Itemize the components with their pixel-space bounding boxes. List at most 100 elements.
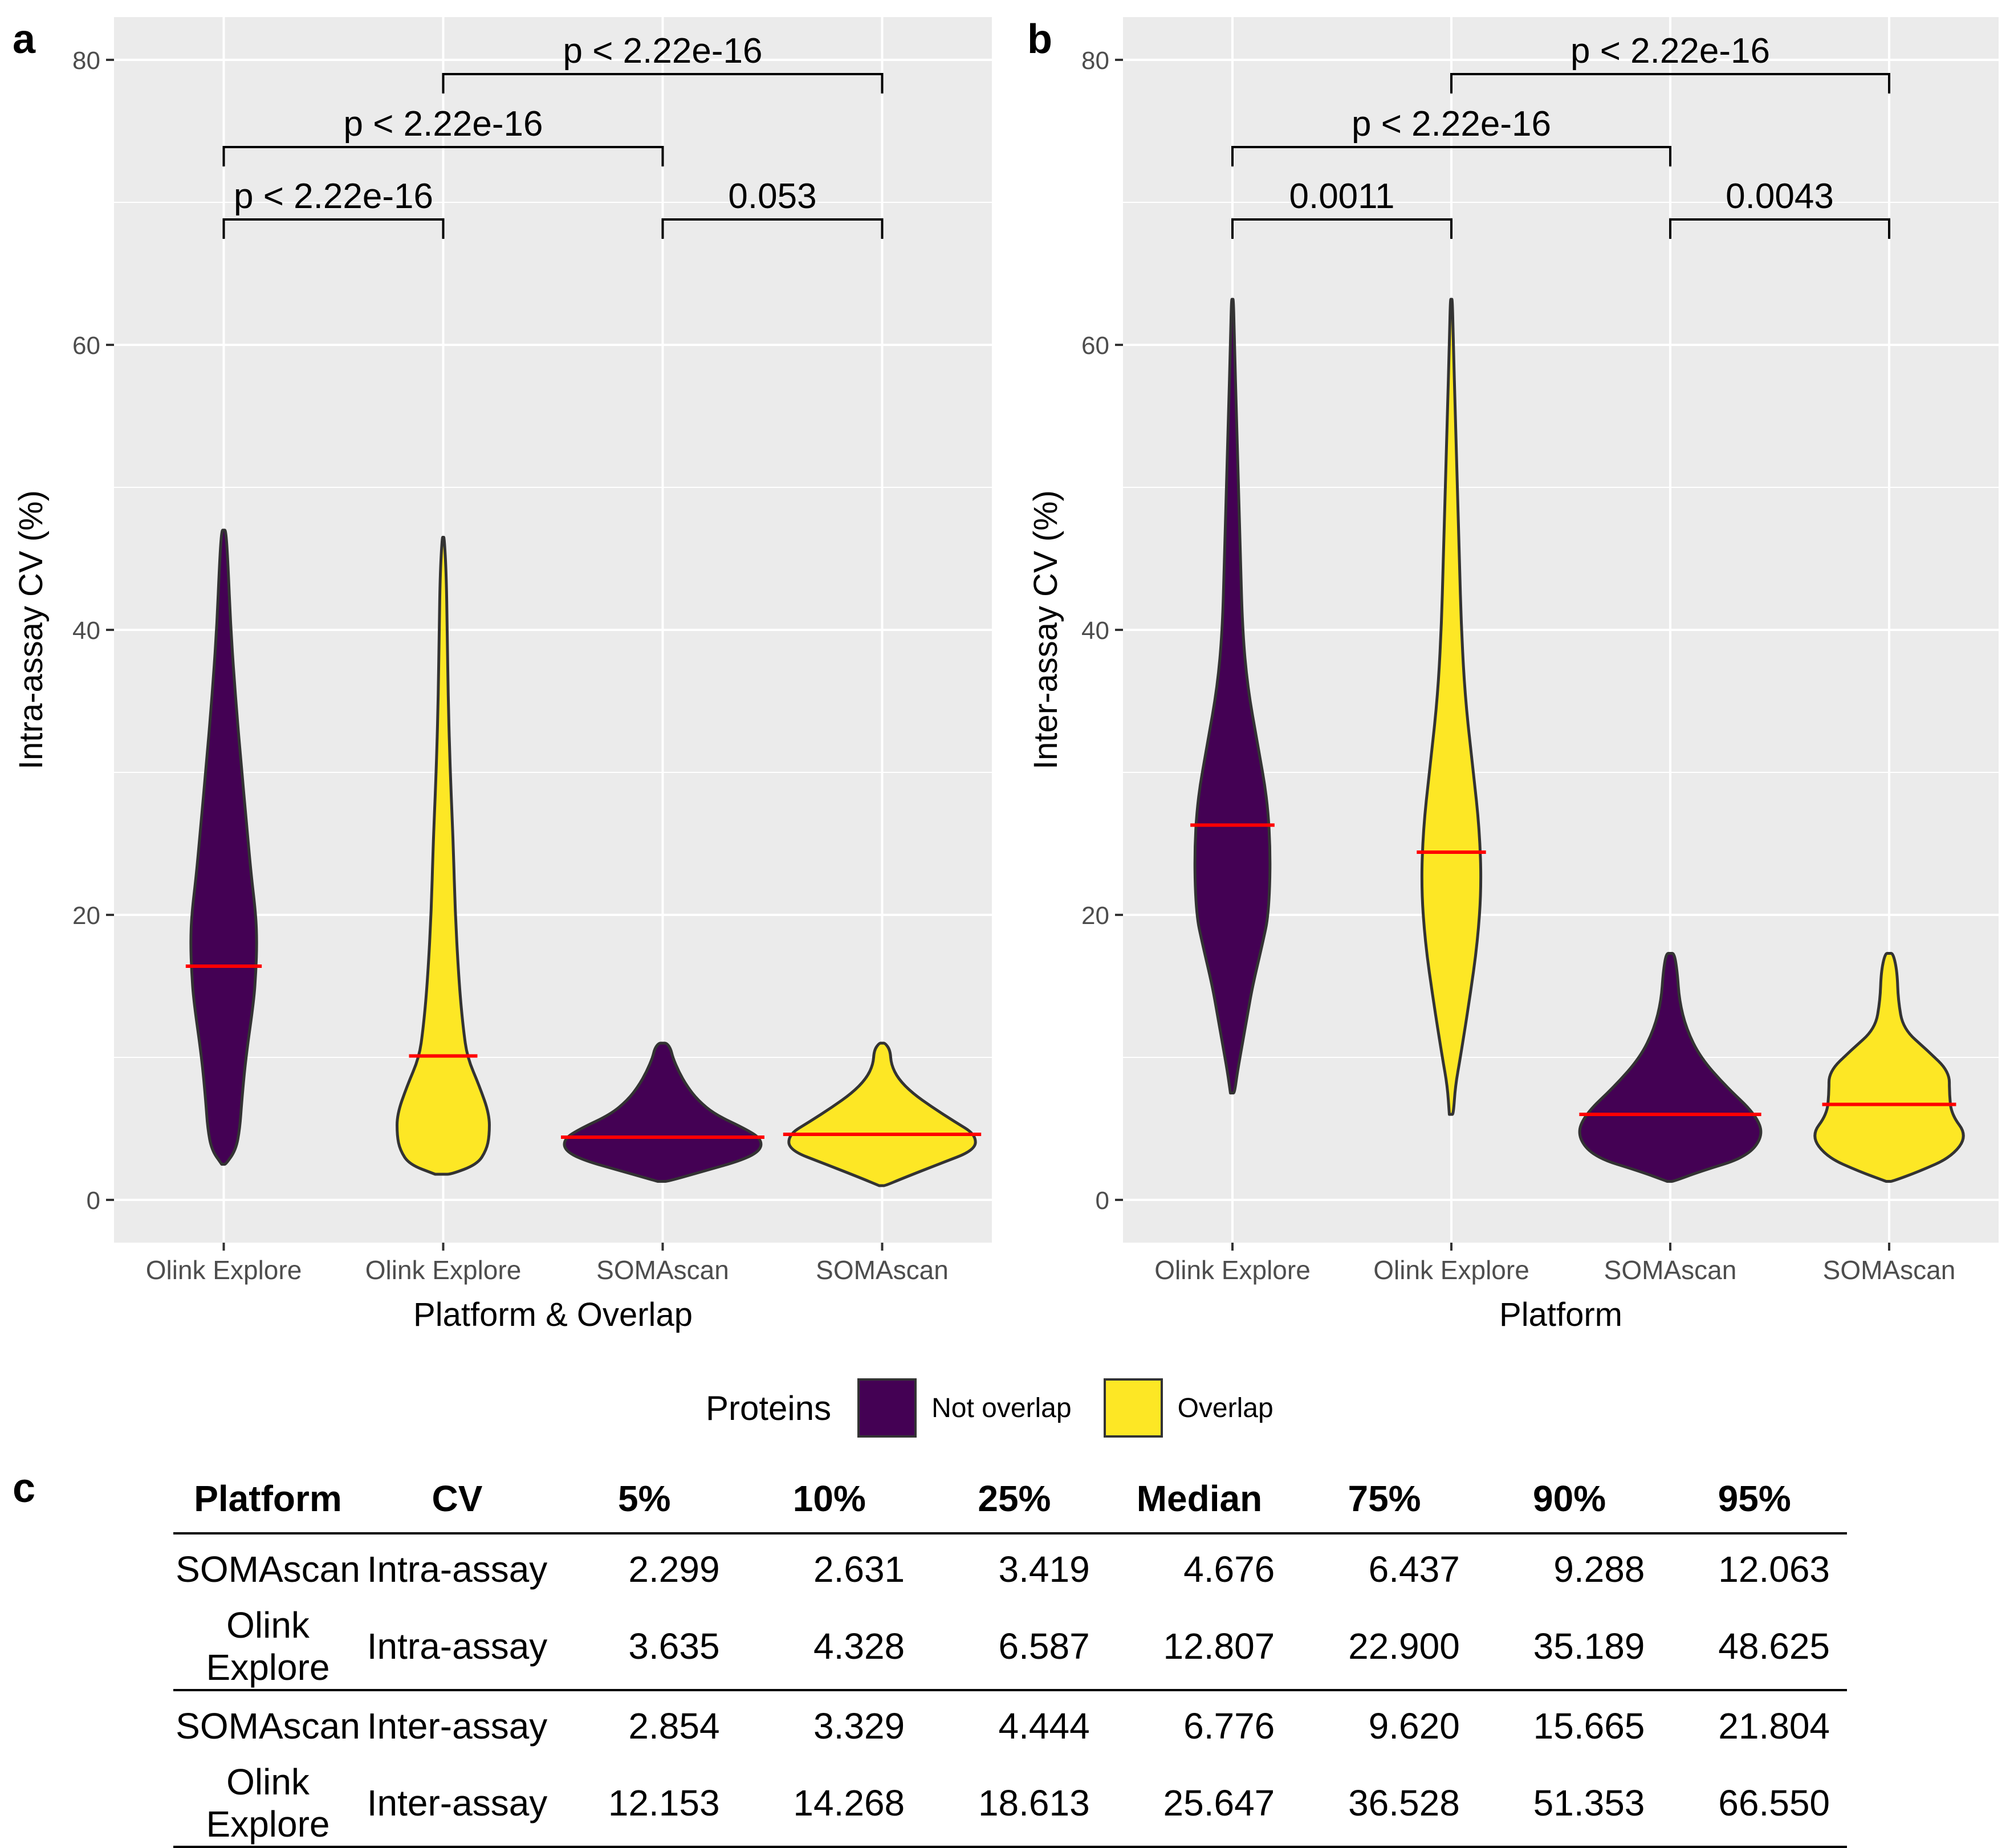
violin-overlap bbox=[787, 1041, 977, 1187]
panel-a-label: a bbox=[13, 17, 36, 62]
violin-overlap bbox=[1420, 298, 1483, 1116]
y-tick-label: 60 bbox=[72, 332, 100, 360]
cell-value: 36.528 bbox=[1348, 1782, 1460, 1823]
panel-c-label: c bbox=[13, 1466, 36, 1511]
cell-value: 6.587 bbox=[998, 1626, 1090, 1667]
cell-value: 22.900 bbox=[1348, 1626, 1460, 1667]
p-value-label: p < 2.22e-16 bbox=[1570, 31, 1770, 71]
x-tick-label: SOMAscan bbox=[816, 1255, 949, 1285]
y-tick-label: 60 bbox=[1081, 332, 1109, 360]
y-tick-label: 40 bbox=[1081, 617, 1109, 645]
cell-platform: Olink Explore bbox=[206, 1605, 330, 1688]
cell-value: 3.635 bbox=[628, 1626, 720, 1667]
header-p25: 25% bbox=[978, 1478, 1051, 1519]
cell-value: 2.299 bbox=[628, 1548, 720, 1590]
violin-overlap bbox=[396, 536, 491, 1176]
panel-b-label: b bbox=[1027, 17, 1052, 62]
x-tick-label: Olink Explore bbox=[365, 1255, 522, 1285]
cell-value: 12.153 bbox=[608, 1782, 720, 1823]
cell-value: 3.329 bbox=[813, 1705, 905, 1747]
y-axis-title: Inter-assay CV (%) bbox=[1027, 490, 1064, 770]
header-p5: 5% bbox=[618, 1478, 671, 1519]
cell-value: 15.665 bbox=[1533, 1705, 1645, 1747]
y-tick-label: 0 bbox=[1096, 1187, 1109, 1215]
legend-title: Proteins bbox=[706, 1389, 832, 1427]
cell-value: 51.353 bbox=[1533, 1782, 1645, 1823]
header-p95: 95% bbox=[1718, 1478, 1791, 1519]
cell-cv: Intra-assay bbox=[367, 1626, 548, 1667]
table-row: SOMAscan Inter-assay 2.854 3.329 4.444 6… bbox=[173, 1690, 1847, 1760]
legend-key-not-overlap bbox=[857, 1378, 917, 1438]
cell-value: 25.647 bbox=[1163, 1782, 1275, 1823]
cell-cv: Inter-assay bbox=[367, 1782, 548, 1823]
violin-not-overlap bbox=[1193, 298, 1272, 1094]
cell-value: 9.288 bbox=[1553, 1548, 1645, 1590]
header-median: Median bbox=[1136, 1478, 1263, 1519]
x-tick-label: SOMAscan bbox=[596, 1255, 729, 1285]
y-tick-label: 20 bbox=[1081, 902, 1109, 930]
x-tick-label: Olink Explore bbox=[1154, 1255, 1311, 1285]
cell-platform: SOMAscan bbox=[176, 1548, 360, 1590]
violin-chart-inter-assay: 0 20 40 60 80 Olink Explore Olink Explore SOMAs… bbox=[1027, 17, 1999, 1333]
legend-key-overlap bbox=[1103, 1378, 1163, 1438]
violin-not-overlap bbox=[1578, 952, 1763, 1183]
cell-platform: SOMAscan bbox=[176, 1705, 360, 1747]
cell-value: 4.328 bbox=[813, 1626, 905, 1667]
violin-not-overlap bbox=[563, 1041, 763, 1183]
cell-value: 2.631 bbox=[813, 1548, 905, 1590]
legend-label-overlap: Overlap bbox=[1177, 1393, 1273, 1423]
significance-bracket bbox=[1669, 218, 1890, 239]
cell-value: 6.437 bbox=[1368, 1548, 1460, 1590]
cell-value: 18.613 bbox=[978, 1782, 1090, 1823]
cell-value: 2.854 bbox=[628, 1705, 720, 1747]
y-tick-label: 40 bbox=[72, 617, 100, 645]
cv-percentile-table: Platform CV 5% 10% 25% Median 75% 90% 95… bbox=[173, 1465, 1847, 1848]
p-value-label: 0.0043 bbox=[1726, 177, 1834, 216]
cell-value: 35.189 bbox=[1533, 1626, 1645, 1667]
p-value-label: 0.053 bbox=[728, 177, 816, 216]
header-p10: 10% bbox=[792, 1478, 866, 1519]
table-row: SOMAscan Intra-assay 2.299 2.631 3.419 4… bbox=[173, 1533, 1847, 1603]
significance-bracket bbox=[442, 73, 884, 93]
p-value-label: 0.0011 bbox=[1289, 177, 1394, 216]
cell-platform: Olink Explore bbox=[206, 1761, 330, 1845]
cell-cv: Inter-assay bbox=[367, 1705, 548, 1747]
table-row: Olink Explore Inter-assay 12.153 14.268 … bbox=[173, 1760, 1847, 1847]
header-cv: CV bbox=[432, 1478, 483, 1519]
x-axis-title: Platform bbox=[1499, 1296, 1622, 1333]
legend-label-not-overlap: Not overlap bbox=[931, 1393, 1072, 1423]
x-tick-label: SOMAscan bbox=[1604, 1255, 1737, 1285]
cell-cv: Intra-assay bbox=[367, 1548, 548, 1590]
violin-chart-intra-assay: 0 20 40 60 80 Olink Explore Olink Explore SOMAs… bbox=[13, 17, 992, 1333]
p-value-label: p < 2.22e-16 bbox=[563, 31, 763, 71]
p-value-label: p < 2.22e-16 bbox=[234, 177, 433, 216]
y-tick-label: 80 bbox=[1081, 47, 1109, 75]
significance-bracket bbox=[222, 146, 664, 166]
significance-bracket bbox=[661, 218, 884, 239]
table-header-row: Platform CV 5% 10% 25% Median 75% 90% 95… bbox=[173, 1465, 1847, 1533]
significance-bracket bbox=[1450, 73, 1890, 93]
header-p90: 90% bbox=[1533, 1478, 1606, 1519]
x-tick-label: Olink Explore bbox=[1373, 1255, 1529, 1285]
cell-value: 4.676 bbox=[1183, 1548, 1275, 1590]
x-tick-label: SOMAscan bbox=[1823, 1255, 1956, 1285]
significance-bracket bbox=[1231, 218, 1452, 239]
cell-value: 6.776 bbox=[1183, 1705, 1275, 1747]
significance-bracket bbox=[1231, 146, 1671, 166]
cell-value: 48.625 bbox=[1718, 1626, 1830, 1667]
cell-value: 9.620 bbox=[1368, 1705, 1460, 1747]
cell-value: 66.550 bbox=[1718, 1782, 1830, 1823]
x-tick-label: Olink Explore bbox=[146, 1255, 302, 1285]
y-tick-label: 80 bbox=[72, 47, 100, 75]
header-platform: Platform bbox=[194, 1478, 342, 1519]
cell-value: 12.063 bbox=[1718, 1548, 1830, 1590]
cell-value: 21.804 bbox=[1718, 1705, 1830, 1747]
y-tick-label: 20 bbox=[72, 902, 100, 930]
significance-bracket bbox=[222, 218, 445, 239]
table-row: Olink Explore Intra-assay 3.635 4.328 6.… bbox=[173, 1603, 1847, 1690]
p-value-label: p < 2.22e-16 bbox=[344, 104, 543, 144]
cell-value: 3.419 bbox=[998, 1548, 1090, 1590]
cell-value: 14.268 bbox=[793, 1782, 905, 1823]
cell-value: 4.444 bbox=[998, 1705, 1090, 1747]
